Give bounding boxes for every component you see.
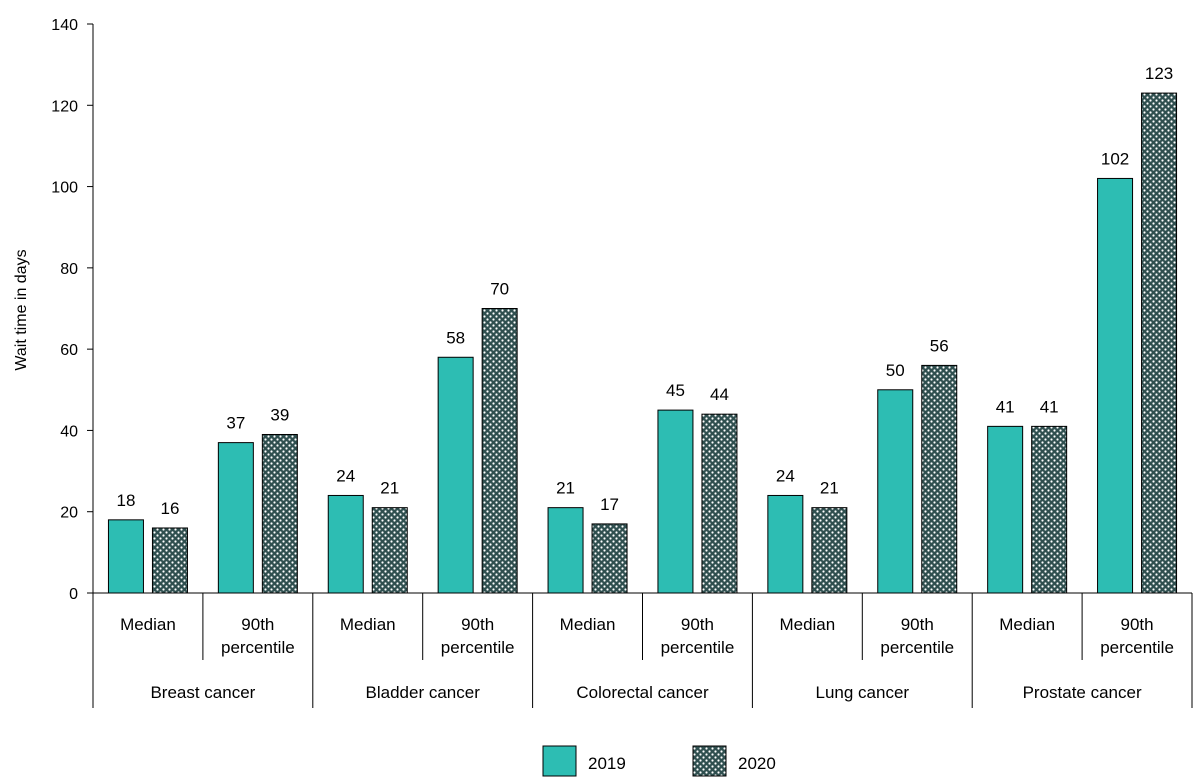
x-category-label: Median xyxy=(120,615,176,634)
y-tick-label: 40 xyxy=(60,423,78,440)
y-tick-label: 80 xyxy=(60,261,78,278)
bar-2020-4 xyxy=(481,308,518,594)
legend-swatch-2020 xyxy=(692,745,727,777)
bar-2020-8 xyxy=(921,364,958,594)
x-category-label: 90th percentile xyxy=(661,615,735,657)
data-label-2019-9: 41 xyxy=(996,397,1015,416)
data-label-2019-2: 37 xyxy=(226,414,245,433)
x-category-label: 90th percentile xyxy=(441,615,515,657)
legend-swatch-2019 xyxy=(542,745,577,777)
y-tick-label: 0 xyxy=(69,586,78,603)
bar-2019-9 xyxy=(987,425,1024,594)
data-label-2020-1: 16 xyxy=(160,499,179,518)
x-category-label: Median xyxy=(779,615,835,634)
y-tick-label: 20 xyxy=(60,505,78,522)
data-label-2019-6: 45 xyxy=(666,381,685,400)
bar-2019-8 xyxy=(877,389,914,594)
x-category-label: 90th percentile xyxy=(221,615,295,657)
data-label-2020-10: 123 xyxy=(1145,64,1173,83)
bar-2019-5 xyxy=(547,507,584,594)
bar-2020-5 xyxy=(591,523,628,594)
data-label-2020-4: 70 xyxy=(490,280,509,299)
y-tick-label: 120 xyxy=(51,98,78,115)
data-label-2019-5: 21 xyxy=(556,479,575,498)
data-label-2020-7: 21 xyxy=(820,479,839,498)
data-label-2019-4: 58 xyxy=(446,328,465,347)
data-label-2019-8: 50 xyxy=(886,361,905,380)
bar-2020-2 xyxy=(261,433,298,594)
data-labels: 18 16 37 39 24 21 58 70 21 17 45 44 24 21 50 56 41 41 102 1… xyxy=(116,64,1173,518)
bar-2020-7 xyxy=(811,507,848,594)
data-label-2019-10: 102 xyxy=(1101,149,1129,168)
legend-label-2019: 2019 xyxy=(588,754,626,773)
bar-2020-1 xyxy=(151,527,188,594)
data-label-2020-5: 17 xyxy=(600,495,619,514)
bar-2019-10 xyxy=(1097,177,1134,594)
x-category-label: Median xyxy=(340,615,396,634)
y-tick-label: 60 xyxy=(60,342,78,359)
y-tick-label: 140 xyxy=(51,17,78,34)
x-category-label: 90th percentile xyxy=(1100,615,1174,657)
x-group-label: Prostate cancer xyxy=(1023,683,1142,702)
legend: 2019 2020 xyxy=(542,745,776,777)
x-category-label: Median xyxy=(560,615,616,634)
y-tick-label: 100 xyxy=(51,180,78,197)
x-category-label: Median xyxy=(999,615,1055,634)
data-label-2020-9: 41 xyxy=(1040,397,1059,416)
bar-2019-1 xyxy=(107,519,144,594)
data-label-2019-7: 24 xyxy=(776,466,795,485)
y-axis-title: Wait time in days xyxy=(13,249,30,370)
bar-2019-6 xyxy=(657,409,694,594)
bar-2020-9 xyxy=(1031,425,1068,594)
data-label-2019-3: 24 xyxy=(336,466,355,485)
data-label-2020-6: 44 xyxy=(710,385,729,404)
y-axis: 0 20 40 60 80 100 120 140 xyxy=(51,17,94,603)
x-category-label: 90th percentile xyxy=(880,615,954,657)
x-group-label: Colorectal cancer xyxy=(576,683,709,702)
x-group-label: Lung cancer xyxy=(816,683,910,702)
bar-2019-2 xyxy=(217,442,254,594)
x-axis: Median 90th percentile Median 90th percentile… xyxy=(92,592,1193,708)
data-label-2020-8: 56 xyxy=(930,336,949,355)
bar-2019-7 xyxy=(767,494,804,594)
x-group-label: Bladder cancer xyxy=(366,683,481,702)
bar-2019-3 xyxy=(327,494,364,594)
bars xyxy=(107,92,1178,594)
bar-2020-3 xyxy=(371,507,408,594)
bar-2020-10 xyxy=(1141,92,1178,594)
bar-2020-6 xyxy=(701,413,738,594)
x-group-label: Breast cancer xyxy=(150,683,255,702)
data-label-2020-3: 21 xyxy=(380,479,399,498)
data-label-2020-2: 39 xyxy=(270,405,289,424)
data-label-2019-1: 18 xyxy=(116,491,135,510)
legend-label-2020: 2020 xyxy=(738,754,776,773)
bar-2019-4 xyxy=(437,356,474,594)
